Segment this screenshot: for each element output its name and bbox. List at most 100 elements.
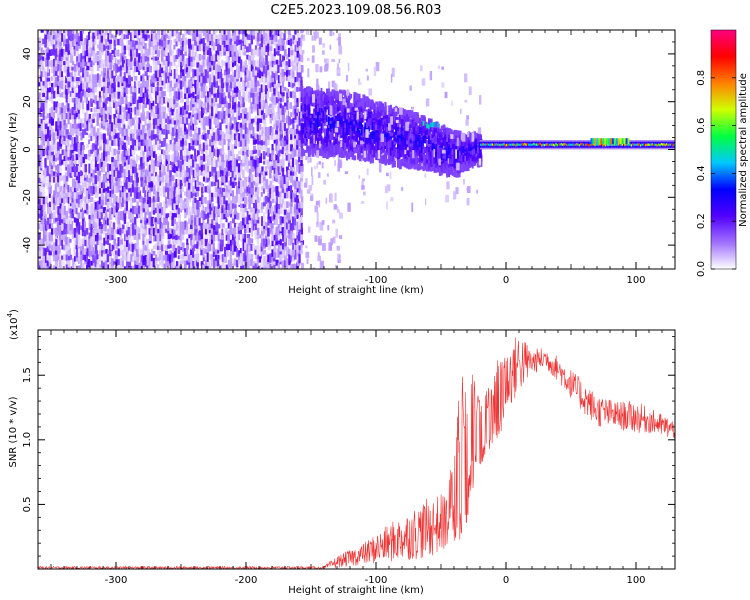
heatmap-cell (250, 79, 254, 89)
heatmap-cell (152, 85, 156, 95)
heatmap-cell (94, 207, 98, 212)
heatmap-cell (200, 229, 204, 235)
heatmap-cell (130, 95, 134, 103)
heatmap-cell (271, 148, 275, 156)
heatmap-cell (123, 79, 127, 88)
heatmap-cell (223, 61, 226, 66)
heatmap-cell (275, 91, 279, 97)
heatmap-cell (102, 108, 106, 114)
heatmap-cell (125, 242, 129, 253)
heatmap-cell (279, 165, 282, 173)
heatmap-cell (103, 259, 106, 266)
heatmap-cell (277, 61, 281, 66)
heatmap-cell (167, 58, 170, 67)
heatmap-cell (296, 148, 300, 157)
heatmap-cell (262, 144, 266, 151)
heatmap-cell (337, 205, 339, 214)
heatmap-cell (63, 244, 66, 251)
heatmap-cell (90, 30, 94, 36)
heatmap-cell (173, 185, 176, 194)
heatmap-cell (229, 80, 233, 89)
heatmap-cell (121, 153, 125, 161)
heatmap-cell (69, 218, 72, 225)
heatmap-cell (96, 148, 100, 156)
heatmap-cell (113, 173, 117, 183)
heatmap-cell (202, 122, 206, 130)
heatmap-cell (136, 243, 139, 250)
heatmap-cell (209, 107, 213, 114)
heatmap-cell (119, 169, 123, 178)
heatmap-cell (279, 266, 284, 269)
heatmap-cell (80, 198, 83, 203)
heatmap-cell (142, 38, 146, 47)
heatmap-cell (320, 146, 323, 154)
heatmap-cell (115, 38, 119, 45)
heatmap-cell (150, 125, 155, 135)
heatmap-cell (221, 195, 224, 206)
heatmap-cell (202, 30, 207, 36)
heatmap-cell (262, 64, 266, 74)
heatmap-cell (135, 117, 139, 125)
heatmap-cell (324, 111, 327, 119)
heatmap-cell (142, 180, 145, 187)
heatmap-cell (240, 132, 243, 141)
heatmap-cell (252, 264, 255, 269)
heatmap-cell (231, 81, 235, 89)
heatmap-cell (169, 30, 173, 35)
heatmap-cell (100, 102, 103, 108)
heatmap-cell (161, 252, 164, 263)
heatmap-cell (260, 94, 265, 105)
heatmap-cell (48, 39, 52, 46)
heatmap-cell (80, 170, 84, 177)
heatmap-cell (173, 137, 177, 145)
heatmap-cell (246, 131, 250, 142)
heatmap-cell (57, 155, 61, 161)
heatmap-cell (324, 106, 327, 113)
heatmap-cell (63, 127, 67, 136)
heatmap-cell (136, 132, 140, 140)
heatmap-cell (132, 155, 135, 160)
heatmap-cell (289, 128, 293, 135)
heatmap-cell (169, 75, 173, 81)
heatmap-cell (293, 143, 296, 150)
heatmap-cell (208, 115, 212, 125)
heatmap-cell (138, 65, 142, 70)
heatmap-cell (338, 33, 341, 38)
heatmap-cell (140, 39, 144, 46)
heatmap-cell (173, 196, 176, 204)
heatmap-cell (231, 179, 235, 188)
heatmap-cell (295, 163, 299, 172)
heatmap-cell (83, 44, 87, 51)
heatmap-cell (98, 179, 102, 189)
heatmap-cell (200, 55, 203, 60)
heatmap-cell (256, 226, 260, 235)
heatmap-cell (257, 32, 261, 42)
heatmap-cell (47, 138, 50, 146)
heatmap-cell (190, 77, 194, 81)
heatmap-cell (150, 265, 154, 269)
heatmap-cell (241, 31, 245, 41)
heatmap-cell (287, 169, 291, 177)
heatmap-cell (250, 59, 254, 65)
heatmap-cell (307, 127, 311, 136)
heatmap-cell (231, 90, 234, 98)
heatmap-cell (336, 245, 340, 251)
heatmap-cell (300, 227, 304, 235)
heatmap-cell (213, 115, 217, 125)
heatmap-cell (219, 254, 223, 260)
heatmap-cell (79, 86, 84, 92)
heatmap-cell (109, 249, 112, 257)
heatmap-cell (69, 163, 73, 173)
heatmap-cell (112, 249, 116, 257)
heatmap-cell (281, 95, 285, 102)
heatmap-cell (217, 103, 221, 109)
heatmap-cell (44, 182, 49, 187)
heatmap-cell (98, 264, 102, 269)
heatmap-cell (54, 250, 59, 255)
heatmap-cell (117, 96, 120, 102)
heatmap-cell (267, 105, 271, 116)
heatmap-cell (65, 164, 68, 171)
heatmap-cell (51, 95, 54, 104)
heatmap-cell (192, 40, 195, 45)
heatmap-cell (246, 76, 250, 82)
